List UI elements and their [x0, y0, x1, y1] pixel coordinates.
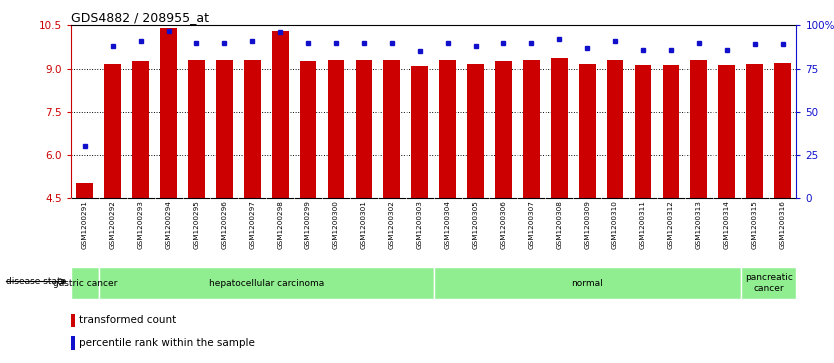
Bar	[551, 58, 568, 198]
Bar	[746, 64, 763, 198]
Bar	[606, 61, 624, 198]
Bar	[662, 65, 679, 198]
Text: GDS4882 / 208955_at: GDS4882 / 208955_at	[71, 11, 208, 24]
Text: GSM1200315: GSM1200315	[751, 201, 757, 249]
Text: GSM1200313: GSM1200313	[696, 201, 701, 249]
FancyBboxPatch shape	[434, 268, 741, 299]
Text: GSM1200310: GSM1200310	[612, 201, 618, 249]
FancyBboxPatch shape	[98, 268, 434, 299]
Text: GSM1200300: GSM1200300	[333, 201, 339, 249]
Text: GSM1200298: GSM1200298	[277, 201, 284, 249]
Text: GSM1200293: GSM1200293	[138, 201, 143, 249]
Bar	[104, 64, 121, 198]
Text: GSM1200302: GSM1200302	[389, 201, 394, 249]
FancyBboxPatch shape	[71, 268, 98, 299]
Text: pancreatic
cancer: pancreatic cancer	[745, 273, 792, 293]
Bar	[411, 66, 428, 198]
Bar	[299, 61, 316, 198]
Bar	[160, 28, 177, 198]
Text: GSM1200314: GSM1200314	[724, 201, 730, 249]
Text: gastric cancer: gastric cancer	[53, 279, 117, 287]
Bar	[579, 64, 595, 198]
Text: GSM1200303: GSM1200303	[417, 201, 423, 249]
Bar	[77, 183, 93, 198]
Bar	[384, 61, 400, 198]
Text: transformed count: transformed count	[79, 315, 176, 326]
Text: GSM1200305: GSM1200305	[473, 201, 479, 249]
Bar	[355, 61, 372, 198]
Text: GSM1200309: GSM1200309	[584, 201, 590, 249]
Text: GSM1200308: GSM1200308	[556, 201, 562, 249]
Bar	[635, 65, 651, 198]
Text: GSM1200294: GSM1200294	[166, 201, 172, 249]
Text: GSM1200312: GSM1200312	[668, 201, 674, 249]
Bar	[272, 30, 289, 198]
Bar	[467, 64, 484, 198]
Text: GSM1200297: GSM1200297	[249, 201, 255, 249]
Bar	[440, 61, 456, 198]
Bar	[495, 61, 512, 198]
Bar	[71, 314, 75, 327]
Bar	[216, 61, 233, 198]
FancyBboxPatch shape	[741, 268, 796, 299]
Text: GSM1200304: GSM1200304	[445, 201, 450, 249]
Bar	[244, 61, 261, 198]
Text: GSM1200295: GSM1200295	[193, 201, 199, 249]
Bar	[718, 65, 735, 198]
Bar	[691, 61, 707, 198]
Text: GSM1200307: GSM1200307	[529, 201, 535, 249]
Text: GSM1200301: GSM1200301	[361, 201, 367, 249]
Bar	[133, 61, 149, 198]
Text: normal: normal	[571, 279, 603, 287]
Text: GSM1200306: GSM1200306	[500, 201, 506, 249]
Text: GSM1200296: GSM1200296	[221, 201, 228, 249]
Text: GSM1200291: GSM1200291	[82, 201, 88, 249]
Text: hepatocellular carcinoma: hepatocellular carcinoma	[208, 279, 324, 287]
Bar	[188, 61, 205, 198]
Text: GSM1200292: GSM1200292	[110, 201, 116, 249]
Bar	[71, 336, 75, 350]
Text: GSM1200311: GSM1200311	[640, 201, 646, 249]
Bar	[774, 63, 791, 198]
Text: percentile rank within the sample: percentile rank within the sample	[79, 338, 254, 348]
Text: GSM1200299: GSM1200299	[305, 201, 311, 249]
Bar	[523, 61, 540, 198]
Text: disease state: disease state	[6, 277, 66, 286]
Text: GSM1200316: GSM1200316	[780, 201, 786, 249]
Bar	[328, 61, 344, 198]
